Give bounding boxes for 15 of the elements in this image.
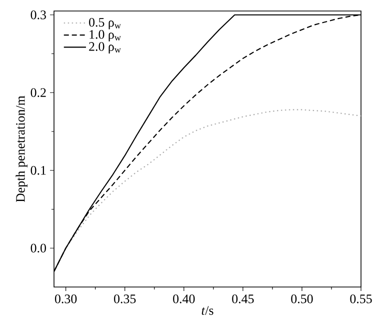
x-tick-label: 0.40 (173, 294, 195, 304)
x-tick-label: 0.35 (114, 294, 136, 304)
y-axis-title: Depth penetration/m (16, 96, 28, 202)
x-tick-label: 0.45 (232, 294, 254, 304)
x-tick-label: 0.30 (54, 294, 77, 304)
y-tick-label: 0.2 (30, 88, 46, 98)
legend-label: 1.0 ρ$_{w}$ (90, 30, 121, 42)
legend-label: 0.5 ρ$_{w}$ (89, 18, 121, 30)
y-tick-label: 0.1 (30, 166, 46, 175)
x-tick-label: 0.55 (350, 294, 372, 304)
y-tick-label: 0.0 (30, 244, 46, 253)
y-tick-label: 0.3 (30, 10, 46, 20)
x-tick-label: 0.50 (291, 294, 313, 304)
legend-label: 2.0 ρ$_{w}$ (89, 42, 121, 54)
x-axis-title: t/s (202, 306, 214, 315)
